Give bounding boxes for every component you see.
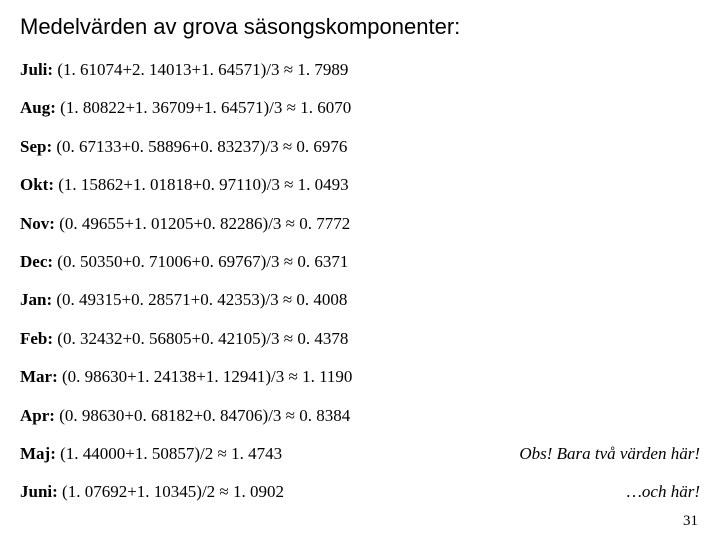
row-note: Obs! Bara två värden här! <box>479 444 700 464</box>
month-label: Sep: <box>20 137 52 156</box>
calc-row: Mar: (0. 98630+1. 24138+1. 12941)/3 ≈ 1.… <box>20 367 700 387</box>
calc-text: Maj: (1. 44000+1. 50857)/2 ≈ 1. 4743 <box>20 444 282 464</box>
calc-expr: (0. 32432+0. 56805+0. 42105)/3 ≈ 0. 4378 <box>57 329 348 348</box>
month-label: Jan: <box>20 290 52 309</box>
calc-row: Dec: (0. 50350+0. 71006+0. 69767)/3 ≈ 0.… <box>20 252 700 272</box>
calc-expr: (1. 07692+1. 10345)/2 ≈ 1. 0902 <box>62 482 284 501</box>
month-label: Okt: <box>20 175 54 194</box>
row-note: …och här! <box>587 482 700 502</box>
calc-expr: (0. 98630+0. 68182+0. 84706)/3 ≈ 0. 8384 <box>59 406 350 425</box>
calc-row: Juli: (1. 61074+2. 14013+1. 64571)/3 ≈ 1… <box>20 60 700 80</box>
slide-title: Medelvärden av grova säsongskomponenter: <box>20 14 700 40</box>
calc-expr: (1. 61074+2. 14013+1. 64571)/3 ≈ 1. 7989 <box>57 60 348 79</box>
calc-row: Sep: (0. 67133+0. 58896+0. 83237)/3 ≈ 0.… <box>20 137 700 157</box>
calc-expr: (0. 98630+1. 24138+1. 12941)/3 ≈ 1. 1190 <box>62 367 352 386</box>
month-label: Juni: <box>20 482 58 501</box>
month-label: Apr: <box>20 406 55 425</box>
month-label: Mar: <box>20 367 58 386</box>
month-label: Aug: <box>20 98 56 117</box>
calc-text: Mar: (0. 98630+1. 24138+1. 12941)/3 ≈ 1.… <box>20 367 352 387</box>
month-label: Maj: <box>20 444 56 463</box>
calc-row: Feb: (0. 32432+0. 56805+0. 42105)/3 ≈ 0.… <box>20 329 700 349</box>
calc-text: Sep: (0. 67133+0. 58896+0. 83237)/3 ≈ 0.… <box>20 137 347 157</box>
calc-expr: (1. 44000+1. 50857)/2 ≈ 1. 4743 <box>60 444 282 463</box>
calc-expr: (1. 15862+1. 01818+0. 97110)/3 ≈ 1. 0493 <box>58 175 348 194</box>
calc-list: Juli: (1. 61074+2. 14013+1. 64571)/3 ≈ 1… <box>20 52 700 513</box>
calc-row: Maj: (1. 44000+1. 50857)/2 ≈ 1. 4743 Obs… <box>20 444 700 464</box>
calc-text: Juli: (1. 61074+2. 14013+1. 64571)/3 ≈ 1… <box>20 60 348 80</box>
calc-text: Apr: (0. 98630+0. 68182+0. 84706)/3 ≈ 0.… <box>20 406 350 426</box>
calc-row: Jan: (0. 49315+0. 28571+0. 42353)/3 ≈ 0.… <box>20 290 700 310</box>
calc-text: Feb: (0. 32432+0. 56805+0. 42105)/3 ≈ 0.… <box>20 329 348 349</box>
month-label: Nov: <box>20 214 55 233</box>
page-number: 31 <box>683 513 698 530</box>
calc-expr: (0. 49655+1. 01205+0. 82286)/3 ≈ 0. 7772 <box>59 214 350 233</box>
calc-row: Nov: (0. 49655+1. 01205+0. 82286)/3 ≈ 0.… <box>20 214 700 234</box>
calc-text: Aug: (1. 80822+1. 36709+1. 64571)/3 ≈ 1.… <box>20 98 351 118</box>
calc-expr: (1. 80822+1. 36709+1. 64571)/3 ≈ 1. 6070 <box>60 98 351 117</box>
calc-row: Okt: (1. 15862+1. 01818+0. 97110)/3 ≈ 1.… <box>20 175 700 195</box>
month-label: Dec: <box>20 252 53 271</box>
month-label: Feb: <box>20 329 53 348</box>
month-label: Juli: <box>20 60 53 79</box>
calc-expr: (0. 49315+0. 28571+0. 42353)/3 ≈ 0. 4008 <box>56 290 347 309</box>
calc-text: Nov: (0. 49655+1. 01205+0. 82286)/3 ≈ 0.… <box>20 214 350 234</box>
slide: Medelvärden av grova säsongskomponenter:… <box>0 0 720 540</box>
calc-text: Juni: (1. 07692+1. 10345)/2 ≈ 1. 0902 <box>20 482 284 502</box>
calc-text: Okt: (1. 15862+1. 01818+0. 97110)/3 ≈ 1.… <box>20 175 349 195</box>
calc-text: Jan: (0. 49315+0. 28571+0. 42353)/3 ≈ 0.… <box>20 290 347 310</box>
calc-text: Dec: (0. 50350+0. 71006+0. 69767)/3 ≈ 0.… <box>20 252 348 272</box>
calc-row: Apr: (0. 98630+0. 68182+0. 84706)/3 ≈ 0.… <box>20 406 700 426</box>
calc-expr: (0. 50350+0. 71006+0. 69767)/3 ≈ 0. 6371 <box>57 252 348 271</box>
calc-row: Juni: (1. 07692+1. 10345)/2 ≈ 1. 0902 …o… <box>20 482 700 502</box>
calc-expr: (0. 67133+0. 58896+0. 83237)/3 ≈ 0. 6976 <box>56 137 347 156</box>
calc-row: Aug: (1. 80822+1. 36709+1. 64571)/3 ≈ 1.… <box>20 98 700 118</box>
